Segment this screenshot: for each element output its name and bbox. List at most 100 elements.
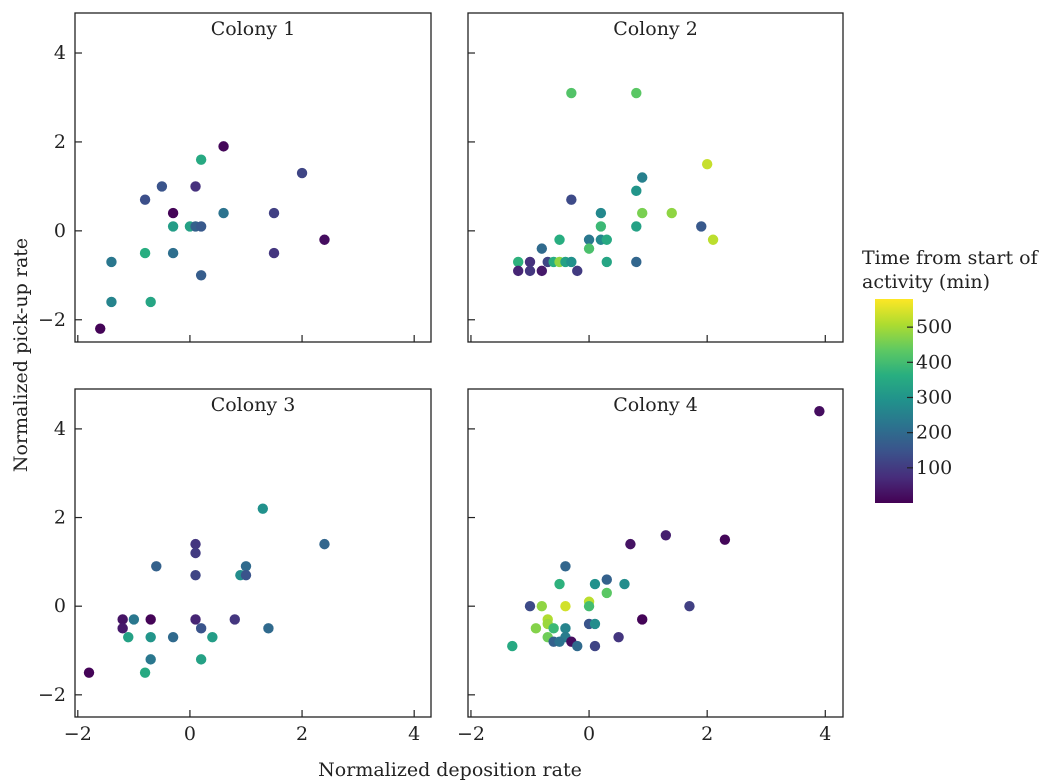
panel-frame — [74, 388, 432, 718]
data-point — [218, 141, 229, 152]
colorbar-tick-label: 400 — [916, 351, 952, 373]
data-point — [507, 640, 518, 652]
data-point — [95, 323, 106, 334]
data-point — [696, 221, 707, 232]
data-point — [190, 547, 201, 559]
data-point — [128, 614, 140, 625]
data-point — [268, 247, 280, 259]
data-point — [524, 600, 536, 612]
data-point — [536, 265, 548, 277]
y-tick-label: 4 — [54, 42, 66, 64]
x-tick-label: 4 — [408, 723, 420, 745]
data-point — [257, 503, 269, 514]
x-tick-label: −2 — [64, 723, 92, 745]
data-point — [595, 221, 607, 232]
colorbar-tick-label: 200 — [916, 422, 952, 444]
data-point — [601, 574, 612, 585]
data-point — [601, 256, 612, 268]
data-point — [195, 654, 207, 665]
data-point — [707, 234, 719, 245]
panel-colony-1: −2 0 2 4 Colony 1 — [38, 12, 432, 343]
data-point — [560, 600, 571, 612]
data-point — [512, 265, 524, 277]
data-point — [583, 234, 595, 245]
data-point — [512, 256, 524, 268]
x-tick-label: 0 — [184, 723, 196, 745]
data-point — [190, 569, 201, 581]
panel-colony-4: −2 0 2 4 Colony 4 — [457, 388, 844, 745]
data-point — [660, 530, 672, 541]
x-axis-label: Normalized deposition rate — [318, 759, 582, 781]
data-point — [601, 234, 612, 245]
colorbar-tick-label: 300 — [916, 386, 952, 408]
data-point — [814, 405, 825, 417]
data-point — [554, 234, 565, 245]
data-point — [319, 538, 330, 550]
data-point — [319, 234, 330, 245]
data-point — [195, 623, 207, 634]
data-point — [139, 247, 151, 259]
data-point — [117, 614, 128, 625]
data-point — [190, 181, 201, 192]
data-point — [263, 623, 274, 634]
data-point — [106, 296, 117, 308]
data-point — [684, 600, 695, 612]
data-point — [524, 265, 536, 277]
colorbar-ticks: 100 200 300 400 500 — [907, 316, 952, 479]
data-point — [207, 632, 218, 643]
data-point — [139, 667, 151, 678]
data-point — [625, 538, 636, 550]
x-tick-label: 2 — [701, 723, 713, 745]
x-tick-label: 4 — [819, 723, 831, 745]
data-point — [701, 158, 713, 170]
data-point — [195, 221, 207, 232]
data-point — [167, 221, 179, 232]
panel-frame — [467, 12, 844, 343]
data-point — [195, 270, 207, 281]
data-point — [572, 265, 583, 277]
y-tick-label: 4 — [54, 418, 66, 440]
data-point — [631, 221, 642, 232]
y-tick-label: −2 — [38, 309, 66, 331]
data-point — [589, 618, 601, 630]
data-point — [190, 614, 201, 625]
data-point — [554, 578, 565, 590]
data-point — [566, 194, 577, 205]
data-point — [218, 207, 229, 219]
data-point — [566, 87, 577, 99]
data-point — [190, 538, 201, 550]
panel-title: Colony 1 — [211, 18, 296, 40]
data-point — [240, 569, 252, 581]
data-point — [167, 632, 179, 643]
data-point — [145, 296, 156, 308]
panel-colony-3: −2 0 2 4 −2 0 2 4 Colony 3 — [38, 388, 432, 745]
data-point — [666, 207, 677, 219]
colorbar-title-line-2: activity (min) — [862, 271, 990, 293]
x-tick-label: 2 — [296, 723, 308, 745]
data-point — [595, 207, 607, 219]
y-tick-label: 0 — [54, 595, 66, 617]
data-point — [145, 654, 156, 665]
data-point — [151, 561, 162, 572]
colorbar: Time from start of activity (min) 100 200… — [862, 247, 1040, 503]
data-point — [106, 256, 117, 268]
data-point — [631, 185, 642, 197]
data-point — [589, 640, 601, 652]
x-tick-label: −2 — [457, 723, 485, 745]
colorbar-title-line-1: Time from start of — [862, 247, 1040, 269]
data-point — [548, 623, 559, 634]
data-point — [145, 614, 156, 625]
data-point — [631, 256, 642, 268]
data-point — [583, 243, 595, 254]
data-point — [530, 623, 542, 634]
data-point — [554, 636, 565, 647]
data-point — [117, 623, 128, 634]
data-point — [637, 207, 648, 219]
y-tick-label: −2 — [38, 684, 66, 706]
data-point — [167, 247, 179, 259]
y-tick-label: 2 — [54, 131, 66, 153]
panel-frame — [467, 388, 844, 718]
colorbar-tick-label: 100 — [916, 457, 952, 479]
y-tick-label: 0 — [54, 220, 66, 242]
